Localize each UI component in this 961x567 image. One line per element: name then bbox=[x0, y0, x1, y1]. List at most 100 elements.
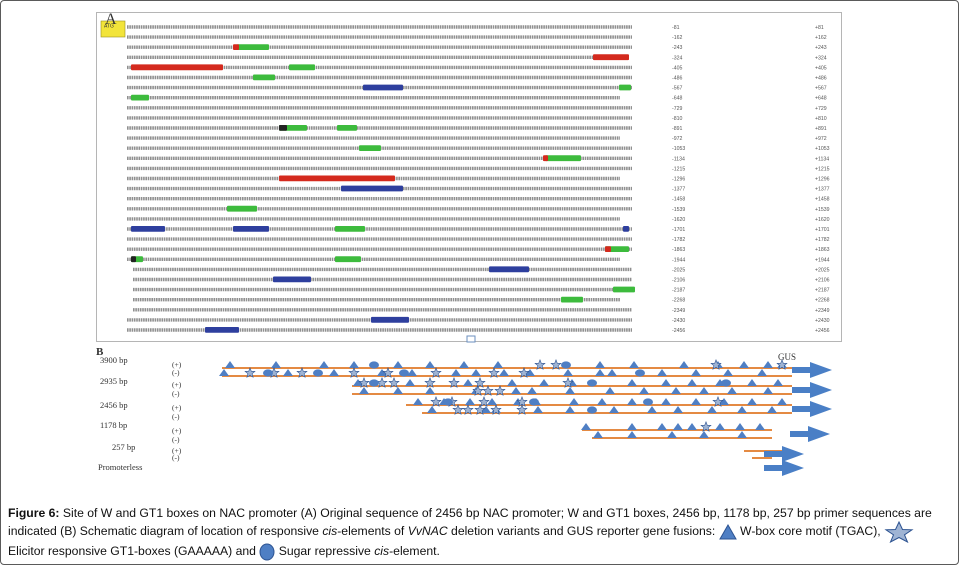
w-box-triangle bbox=[569, 398, 579, 405]
strand-minus-label: (-) bbox=[172, 435, 180, 444]
position-number-right: +567 bbox=[815, 86, 827, 92]
primer-highlight bbox=[233, 44, 239, 50]
sugar-element-ellipse bbox=[635, 369, 645, 377]
w-box-triangle-icon bbox=[718, 524, 737, 540]
position-number-right: +405 bbox=[815, 65, 827, 71]
primer-highlight bbox=[279, 125, 287, 131]
position-number-right: +162 bbox=[815, 35, 827, 41]
construct-size-label: 3900 bp bbox=[100, 355, 128, 365]
w-box-triangle bbox=[629, 361, 639, 368]
gt1-box-highlight bbox=[613, 286, 635, 293]
position-number-left: -2430 bbox=[672, 318, 685, 324]
w-box-triangle bbox=[691, 369, 701, 376]
position-number-right: +1134 bbox=[815, 156, 829, 162]
w-box-triangle bbox=[657, 423, 667, 430]
w-box-triangle bbox=[747, 379, 757, 386]
position-number-left: -1053 bbox=[672, 146, 685, 152]
start-codon-box bbox=[100, 20, 126, 38]
gt1-box-star bbox=[296, 366, 308, 378]
w-box-triangle bbox=[471, 369, 481, 376]
gus-arrow bbox=[764, 460, 804, 476]
w-box-triangle bbox=[735, 423, 745, 430]
w-box-triangle bbox=[607, 369, 617, 376]
position-number-left: -1296 bbox=[672, 177, 685, 183]
gt1-box-star bbox=[448, 376, 460, 388]
sugar-element-ellipse bbox=[587, 406, 597, 414]
gt1-box-star bbox=[462, 403, 474, 415]
primer-highlight bbox=[605, 246, 611, 252]
gt1-box-star bbox=[516, 403, 528, 415]
position-number-left: -243 bbox=[672, 45, 682, 51]
w-box-triangle bbox=[727, 387, 737, 394]
w-box-triangle bbox=[427, 406, 437, 413]
gt1-box-highlight bbox=[289, 64, 315, 71]
caption-cis-2: cis bbox=[374, 544, 390, 559]
position-number-left: -405 bbox=[672, 65, 682, 71]
primer-highlight bbox=[131, 256, 136, 263]
w-box-highlight bbox=[273, 276, 311, 283]
sugar-element-ellipse bbox=[313, 369, 323, 377]
construct-size-label: 2935 bp bbox=[100, 376, 128, 386]
w-box-triangle bbox=[565, 387, 575, 394]
w-box-triangle bbox=[329, 369, 339, 376]
gt1-box-star bbox=[472, 384, 484, 396]
construct-size-label: 257 bp bbox=[112, 442, 135, 452]
w-box-triangle bbox=[593, 431, 603, 438]
w-box-triangle bbox=[349, 361, 359, 368]
gus-arrow bbox=[792, 362, 832, 378]
position-number-left: -891 bbox=[672, 126, 682, 132]
position-number-right: +2430 bbox=[815, 318, 830, 324]
w-box-triangle bbox=[755, 423, 765, 430]
w-box-triangle bbox=[737, 431, 747, 438]
position-number-right: +486 bbox=[815, 76, 827, 82]
position-number-right: +2456 bbox=[815, 328, 830, 334]
gt1-box-highlight bbox=[337, 125, 357, 131]
strand-plus-label: (+) bbox=[172, 446, 182, 455]
position-number-right: +2349 bbox=[815, 308, 830, 314]
w-box-triangle bbox=[777, 398, 787, 405]
w-box-highlight bbox=[371, 316, 409, 323]
w-box-triangle bbox=[507, 379, 517, 386]
w-box-highlight bbox=[363, 84, 403, 91]
position-number-left: -1701 bbox=[672, 227, 685, 233]
primer-highlight bbox=[593, 54, 629, 61]
position-number-right: +1215 bbox=[815, 166, 830, 172]
position-number-left: -1863 bbox=[672, 247, 685, 253]
w-box-triangle bbox=[219, 369, 229, 376]
w-box-triangle bbox=[581, 423, 591, 430]
position-number-left: -2456 bbox=[672, 328, 685, 334]
w-box-triangle bbox=[767, 406, 777, 413]
w-box-triangle bbox=[627, 379, 637, 386]
w-box-triangle bbox=[271, 361, 281, 368]
position-number-right: +891 bbox=[815, 126, 827, 132]
w-box-triangle bbox=[673, 423, 683, 430]
w-box-triangle bbox=[737, 406, 747, 413]
sugar-element-ellipse bbox=[721, 379, 731, 387]
w-box-triangle bbox=[377, 369, 387, 376]
w-box-highlight bbox=[489, 266, 529, 273]
gt1-box-highlight bbox=[237, 44, 269, 50]
w-box-triangle bbox=[353, 379, 363, 386]
w-box-triangle bbox=[499, 369, 509, 376]
position-number-right: +2268 bbox=[815, 298, 830, 304]
position-number-right: +324 bbox=[815, 55, 827, 61]
w-box-triangle bbox=[487, 398, 497, 405]
strand-plus-label: (+) bbox=[172, 360, 182, 369]
position-number-left: -2025 bbox=[672, 267, 685, 273]
position-number-left: -2187 bbox=[672, 288, 685, 294]
gt1-box-highlight bbox=[131, 94, 149, 101]
sequence-svg: ATG -81 +81 -162 +162 -243 +243 -324 +324 -405 +40… bbox=[100, 20, 830, 334]
w-box-triangle bbox=[533, 406, 543, 413]
w-box-triangle bbox=[283, 369, 293, 376]
gus-arrow bbox=[764, 446, 804, 462]
w-box-triangle bbox=[627, 423, 637, 430]
w-box-triangle bbox=[565, 406, 575, 413]
gt1-box-star bbox=[430, 395, 442, 407]
caption-text-6: Sugar repressive bbox=[278, 544, 375, 559]
position-number-left: -324 bbox=[672, 55, 682, 61]
w-box-triangle bbox=[679, 361, 689, 368]
gt1-box-star bbox=[482, 384, 494, 396]
gus-label: GUS bbox=[778, 352, 796, 362]
w-box-highlight bbox=[623, 226, 629, 232]
